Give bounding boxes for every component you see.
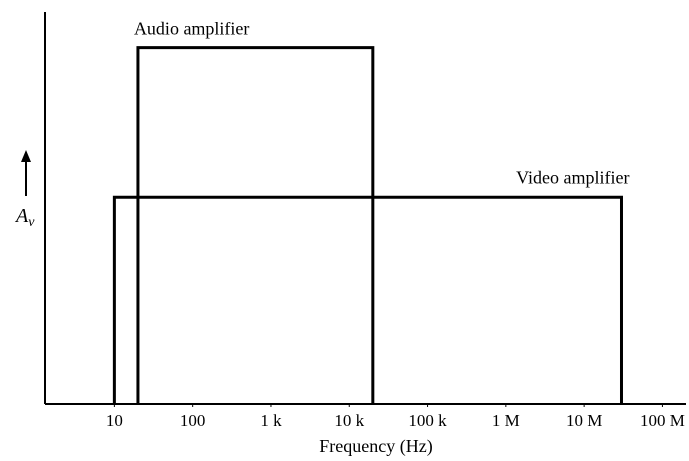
x-tick-label: 10 xyxy=(106,411,123,430)
response-curves xyxy=(112,46,623,404)
series-labels: Audio amplifier Video amplifier xyxy=(134,19,630,188)
series-label-video: Video amplifier xyxy=(516,167,629,187)
response-curve-video xyxy=(112,195,623,404)
x-tick-label: 100 xyxy=(180,411,206,430)
y-axis-label-group: Av xyxy=(14,150,35,230)
response-curve-audio xyxy=(136,46,375,404)
x-tick-label: 10 M xyxy=(566,411,602,430)
y-axis-arrow-head xyxy=(21,150,31,162)
x-tick-label: 1 M xyxy=(492,411,520,430)
x-tick-label: 10 k xyxy=(334,411,364,430)
x-axis-title: Frequency (Hz) xyxy=(319,436,432,457)
x-tick-label: 1 k xyxy=(260,411,282,430)
y-axis-label-main: A xyxy=(14,205,29,227)
y-axis-label: Av xyxy=(14,205,35,230)
x-tick-labels: 10 100 1 k 10 k 100 k 1 M 10 M 100 M xyxy=(106,404,685,430)
y-axis-label-subscript: v xyxy=(28,215,35,230)
series-label-audio: Audio amplifier xyxy=(134,19,249,39)
x-tick-label: 100 M xyxy=(640,411,685,430)
x-tick-label: 100 k xyxy=(408,411,447,430)
